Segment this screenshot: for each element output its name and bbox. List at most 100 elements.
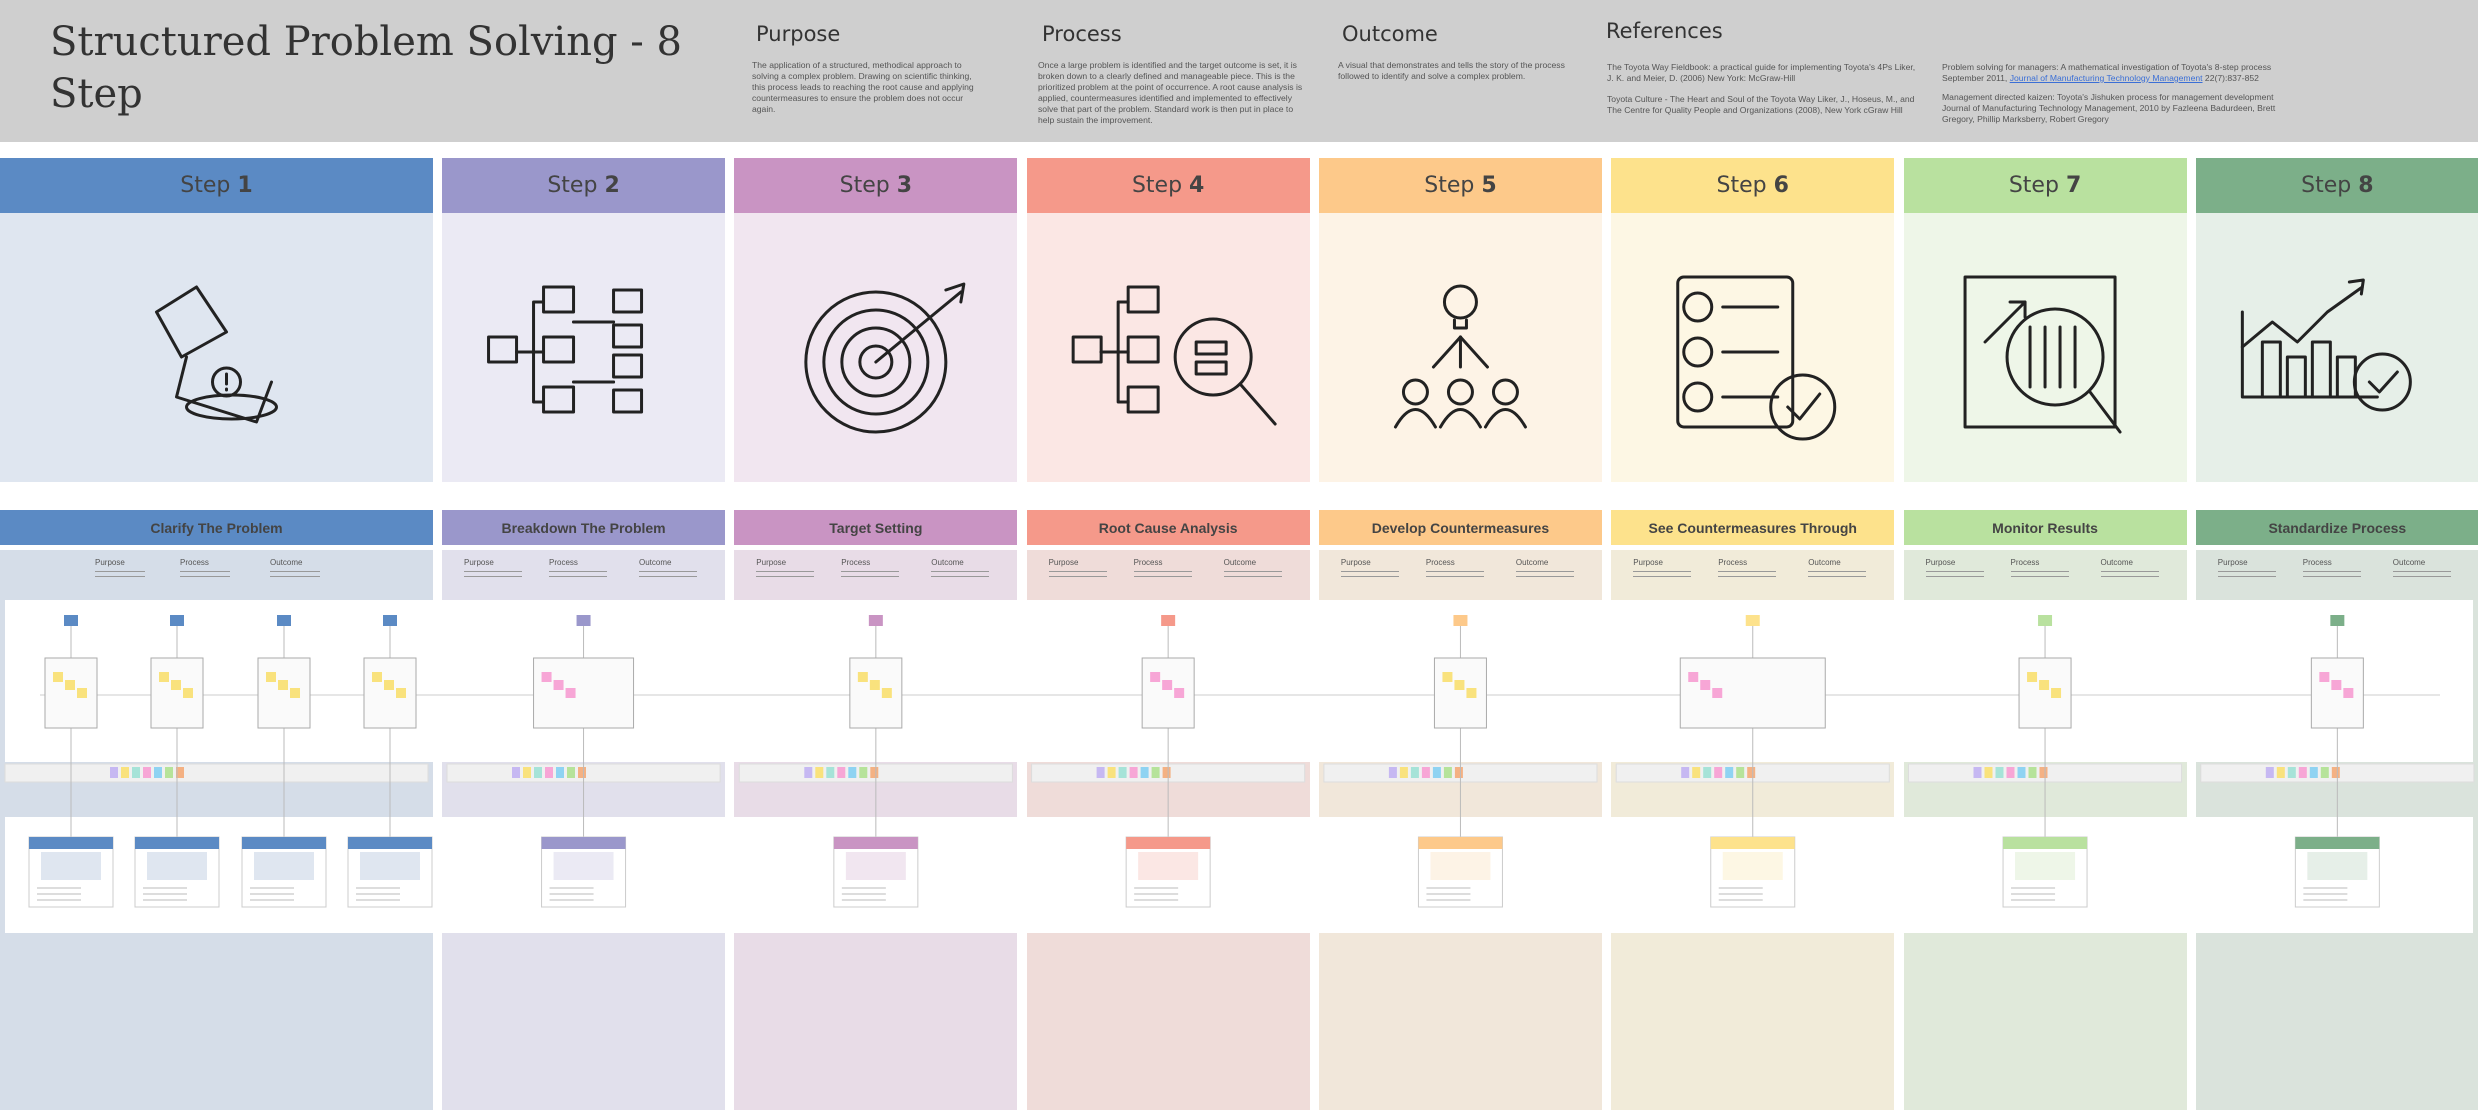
- section-label: Outcome: [639, 558, 672, 567]
- section-label: Process: [841, 558, 871, 567]
- frame-thumb: [1433, 657, 1487, 729]
- icon-stroke: [1682, 336, 1714, 368]
- step-name: See Countermeasures Through: [1611, 510, 1895, 545]
- toolbar-swatch: [1096, 767, 1105, 778]
- toolbar-swatch: [165, 767, 173, 778]
- text-line: [756, 571, 815, 572]
- step-header: Step 4: [1026, 158, 1310, 213]
- section-label: Process: [549, 558, 578, 567]
- sticky-note: [857, 672, 868, 682]
- icon-stroke: [612, 388, 644, 414]
- icon-stroke: [1238, 382, 1277, 426]
- text-line: [1925, 571, 1984, 572]
- sticky-note: [65, 680, 75, 690]
- icon-stroke: [612, 353, 644, 379]
- frame-thumb: [1679, 657, 1826, 729]
- step-number: 6: [1773, 173, 1789, 198]
- toolbar-swatch: [578, 767, 586, 778]
- reference: The Toyota Way Fieldbook: a practical gu…: [1607, 62, 1916, 83]
- toolbar-swatch: [2006, 767, 2015, 778]
- step-word: Step: [2008, 173, 2059, 198]
- text-line: [1133, 576, 1192, 577]
- text-line: [1133, 571, 1192, 572]
- section-label: Purpose: [2217, 558, 2248, 567]
- step-header: Step 5: [1318, 158, 1602, 213]
- icon-stroke: [1446, 378, 1474, 406]
- reference-text: Problem solving for managers: A mathemat…: [1942, 62, 2272, 83]
- icon-stroke: [1431, 335, 1462, 369]
- sticky-note: [77, 688, 87, 698]
- icon-stroke: [155, 285, 228, 359]
- icon-stroke: [1401, 378, 1429, 406]
- card-header: [1710, 837, 1795, 849]
- sticky-note: [159, 672, 169, 682]
- step-header: Step 3: [734, 158, 1018, 213]
- toolbar-swatch: [1388, 767, 1397, 778]
- toolbar-swatch: [1410, 767, 1419, 778]
- step-icon: [1963, 275, 2122, 434]
- card-header: [29, 837, 113, 849]
- icon-stroke: [858, 344, 894, 380]
- card-image: [2015, 852, 2076, 880]
- text-line: [2010, 571, 2069, 572]
- section-label: Outcome: [931, 558, 964, 567]
- toolbar-swatch: [1421, 767, 1430, 778]
- text-line: [2302, 576, 2361, 577]
- toolbar-swatch: [2276, 767, 2285, 778]
- icon-stroke: [1786, 392, 1822, 421]
- sticky-note: [171, 680, 181, 690]
- toolbar-swatch: [1151, 767, 1160, 778]
- toolbar-swatch: [2017, 767, 2026, 778]
- section-label: Process: [2010, 558, 2040, 567]
- sticky-note: [1712, 688, 1723, 698]
- step-name: Breakdown The Problem: [442, 510, 726, 545]
- icon-stroke: [822, 308, 930, 416]
- toolbar-swatch: [110, 767, 118, 778]
- reference-link[interactable]: Journal of Manufacturing Technology Mana…: [2009, 73, 2203, 83]
- toolbar-swatch: [2265, 767, 2274, 778]
- step-icon: [487, 285, 644, 414]
- toolbar-swatch: [143, 767, 151, 778]
- canvas-overlay: [4, 275, 2475, 908]
- card-header: [2003, 837, 2088, 849]
- card-image: [1722, 852, 1783, 880]
- icon-stroke: [1769, 373, 1837, 441]
- section-label: Purpose: [1048, 558, 1079, 567]
- icon-stroke: [1452, 318, 1468, 330]
- card-image: [254, 852, 314, 880]
- card-header: [135, 837, 219, 849]
- text-line: [1048, 576, 1107, 577]
- toolbar-swatch: [512, 767, 520, 778]
- icon-stroke: [1491, 378, 1519, 406]
- card-image: [1430, 852, 1491, 880]
- frame-thumb: [2310, 657, 2364, 729]
- step-icon: [2240, 278, 2412, 412]
- step-header: Step 1: [0, 158, 433, 213]
- sticky-note: [290, 688, 300, 698]
- step-word: Step: [1716, 173, 1767, 198]
- section-label: Process: [1133, 558, 1163, 567]
- text-line: [270, 576, 320, 577]
- card-image: [845, 852, 906, 880]
- toolbar-swatch: [2320, 767, 2329, 778]
- section-label: Outcome: [2392, 558, 2426, 567]
- toolbar-swatch: [567, 767, 575, 778]
- outcome-text: A visual that demonstrates and tells the…: [1338, 60, 1565, 81]
- icon-stroke: [211, 366, 242, 398]
- sticky-tag: [383, 615, 397, 626]
- toolbar-swatch: [2298, 767, 2307, 778]
- toolbar-swatch: [1984, 767, 1993, 778]
- toolbar-swatch: [859, 767, 868, 778]
- toolbar-swatch: [2309, 767, 2318, 778]
- section-label: Purpose: [95, 558, 125, 567]
- step-name: Develop Countermeasures: [1318, 510, 1602, 545]
- step-number: 2: [604, 173, 620, 198]
- toolbar-swatch: [176, 767, 184, 778]
- sticky-note: [2331, 680, 2342, 690]
- icon-stroke: [2005, 307, 2105, 407]
- toolbar-swatch: [1118, 767, 1127, 778]
- card-header: [348, 837, 432, 849]
- sticky-note: [372, 672, 382, 682]
- card-image: [2307, 852, 2368, 880]
- text-line: [1633, 576, 1692, 577]
